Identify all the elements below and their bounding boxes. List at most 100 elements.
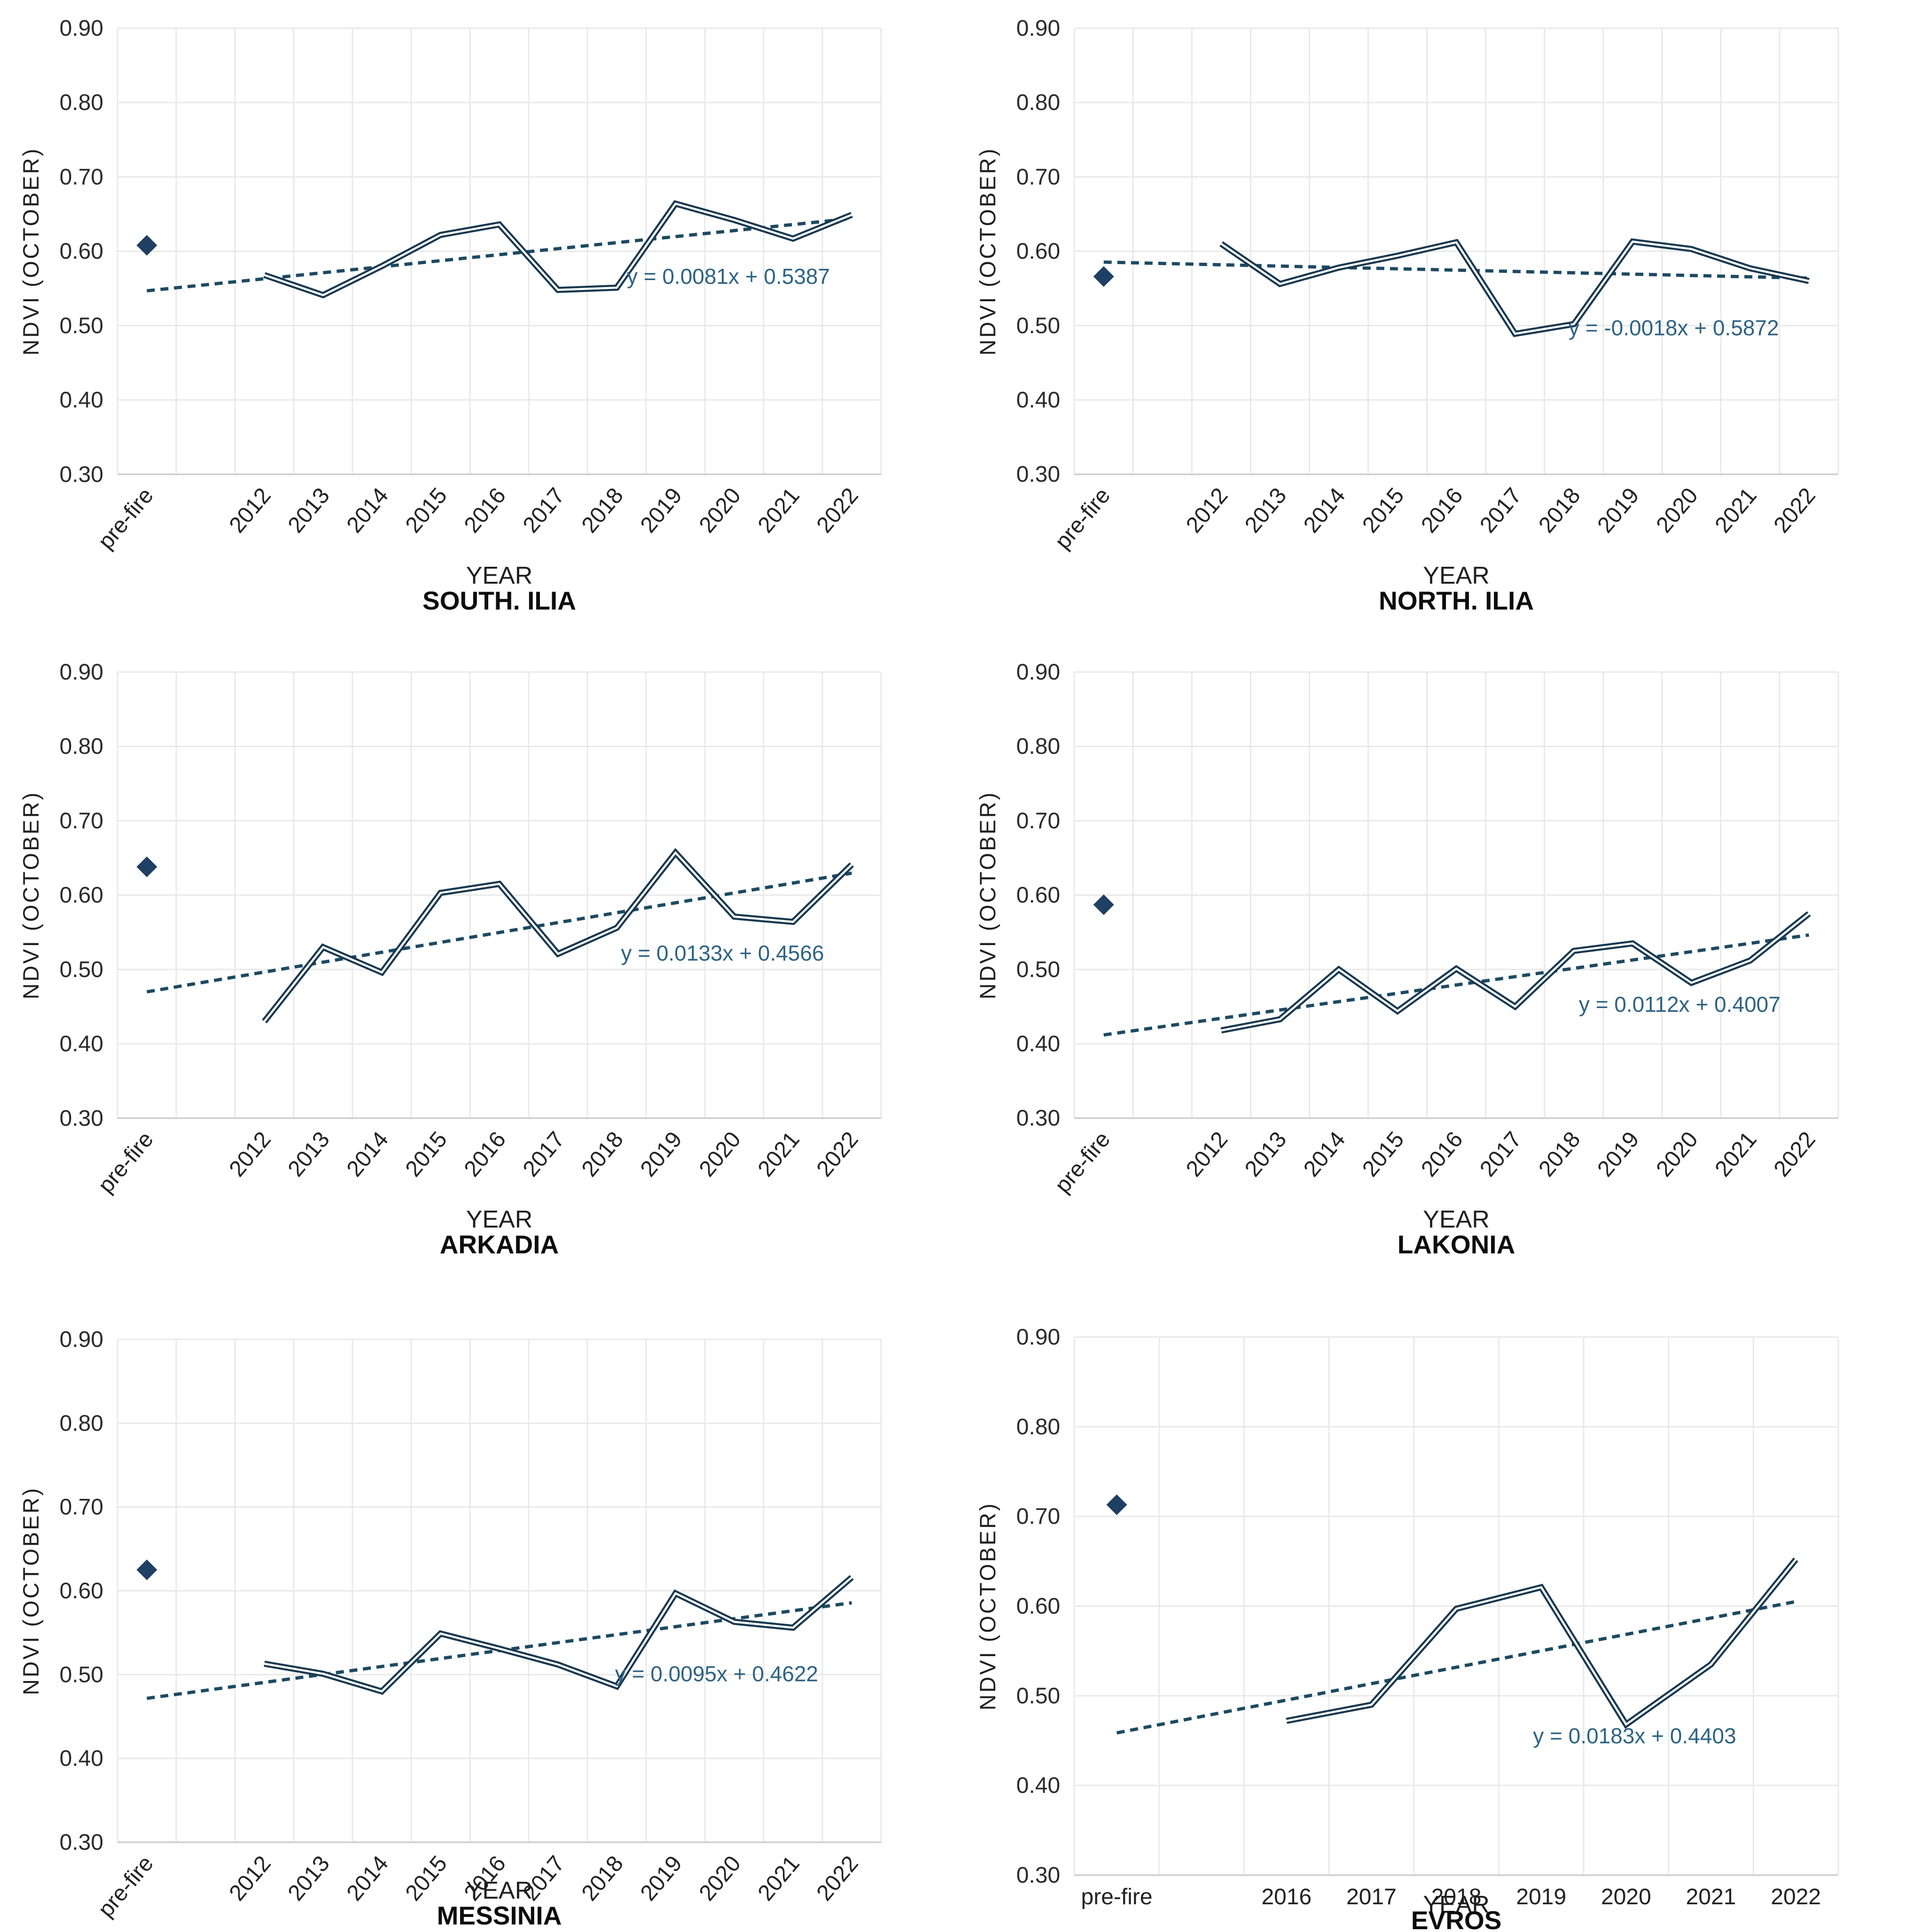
x-tick-label: 2017	[1475, 483, 1526, 538]
x-tick-label: 2021	[753, 1851, 805, 1906]
x-tick-label: 2013	[283, 483, 335, 538]
y-tick-label: 0.80	[60, 90, 103, 115]
x-tick-label: pre-fire	[1050, 1127, 1115, 1197]
chart-title: MESSINIA	[437, 1901, 562, 1930]
y-tick-label: 0.60	[1016, 239, 1060, 264]
y-tick-label: 0.40	[60, 388, 103, 413]
y-tick-label: 0.90	[1016, 1325, 1060, 1350]
x-tick-label: 2019	[636, 483, 687, 538]
y-tick-label: 0.70	[60, 164, 103, 189]
chart-title: LAKONIA	[1398, 1230, 1516, 1259]
x-tick-label: 2022	[1771, 1885, 1821, 1909]
x-tick-label: 2018	[577, 483, 628, 538]
ndvi-series-line	[1286, 1557, 1798, 1729]
x-tick-label: pre-fire	[1050, 483, 1115, 554]
trendline	[146, 871, 852, 993]
x-tick-label: 2016	[1261, 1885, 1312, 1909]
y-tick-label: 0.80	[1016, 90, 1060, 115]
x-tick-label: 2020	[695, 1851, 746, 1906]
y-tick-label: 0.70	[60, 1495, 103, 1520]
y-tick-label: 0.40	[60, 1746, 103, 1771]
trendline-equation-label: y = -0.0018x + 0.5872	[1569, 315, 1779, 340]
ndvi-series-line-inner	[264, 202, 852, 297]
y-tick-label: 0.80	[1016, 734, 1060, 759]
y-axis-title: NDVI (OCTOBER)	[18, 147, 43, 356]
x-tick-label: 2018	[577, 1851, 628, 1906]
x-tick-label: 2018	[577, 1127, 628, 1181]
y-tick-label: 0.60	[60, 1579, 103, 1603]
y-tick-label: 0.40	[60, 1032, 103, 1056]
y-tick-label: 0.30	[1016, 1106, 1060, 1131]
x-tick-label: 2019	[1516, 1885, 1566, 1909]
x-tick-label: 2020	[1601, 1885, 1651, 1909]
x-tick-label: 2022	[812, 1127, 863, 1181]
x-tick-label: 2022	[1769, 483, 1820, 538]
y-tick-label: 0.80	[60, 1411, 103, 1436]
x-tick-label: 2015	[401, 483, 452, 538]
x-tick-label: 2019	[1593, 483, 1644, 538]
chart-title: NORTH. ILIA	[1379, 586, 1534, 615]
y-tick-label: 0.70	[60, 808, 103, 833]
chart-cell-lakonia: 0.90 0.80 0.70 0.60 0.50 0.40 0.30 pre-fire 2012…	[957, 644, 1914, 1288]
x-tick-label: 2018	[1534, 1127, 1585, 1181]
x-tick-label: 2014	[342, 1127, 393, 1181]
trendline-equation-label: y = 0.0112x + 0.4007	[1579, 992, 1781, 1017]
x-tick-label: 2013	[283, 1127, 335, 1181]
y-tick-label: 0.60	[1016, 1594, 1060, 1619]
x-tick-label: 2017	[1475, 1127, 1526, 1181]
x-tick-label: 2022	[812, 483, 863, 538]
pre-fire-diamond-marker	[136, 856, 157, 877]
chart-evros: 0.90 0.80 0.70 0.60 0.50 0.40 0.30 pre-fire 2016…	[975, 1325, 1839, 1932]
x-tick-label: 2022	[1769, 1127, 1820, 1181]
trendline-equation-label: y = 0.0133x + 0.4566	[621, 941, 824, 965]
y-tick-label: 0.50	[1016, 1683, 1060, 1708]
x-tick-label: 2013	[1240, 483, 1291, 538]
pre-fire-diamond-marker	[136, 1559, 157, 1580]
x-tick-label: 2020	[1651, 483, 1703, 538]
x-tick-label: 2021	[1710, 483, 1761, 538]
x-tick-label: 2012	[225, 1851, 276, 1906]
x-axis-title: YEAR	[466, 1206, 533, 1233]
x-tick-label: 2017	[1346, 1885, 1397, 1909]
y-tick-label: 0.50	[60, 1662, 103, 1687]
trendline	[1103, 260, 1809, 280]
x-tick-label: 2016	[460, 483, 511, 538]
y-tick-label: 0.60	[1016, 883, 1060, 908]
y-tick-label: 0.30	[1016, 1863, 1060, 1888]
y-axis-title: NDVI (OCTOBER)	[18, 791, 43, 1000]
x-tick-label: 2014	[1299, 483, 1350, 538]
x-tick-label: 2012	[225, 483, 276, 538]
ndvi-series-line-inner	[1220, 240, 1809, 335]
x-tick-label: 2015	[1358, 483, 1409, 538]
x-tick-label: 2020	[695, 1127, 746, 1181]
chart-cell-north-ilia: 0.90 0.80 0.70 0.60 0.50 0.40 0.30 pre-fire 2012…	[957, 0, 1914, 644]
y-tick-label: 0.60	[60, 883, 103, 908]
x-tick-label: pre-fire	[94, 1851, 158, 1922]
x-axis-title: YEAR	[1423, 1206, 1490, 1233]
y-tick-label: 0.60	[60, 239, 103, 264]
y-tick-label: 0.70	[1016, 808, 1060, 833]
ndvi-series-line-inner	[1286, 1558, 1797, 1726]
pre-fire-diamond-marker	[1093, 894, 1114, 915]
x-tick-label: 2012	[225, 1127, 276, 1181]
x-tick-label: 2015	[1358, 1127, 1409, 1181]
x-tick-label: 2020	[1651, 1127, 1703, 1181]
x-tick-label: 2015	[401, 1127, 452, 1181]
y-tick-label: 0.30	[60, 1106, 103, 1131]
y-axis-title: NDVI (OCTOBER)	[18, 1486, 43, 1695]
x-tick-label: 2018	[1431, 1885, 1482, 1909]
chart-cell-arkadia: 0.90 0.80 0.70 0.60 0.50 0.40 0.30 pre-fire 2012…	[0, 644, 957, 1288]
pre-fire-diamond-marker	[136, 235, 157, 256]
y-tick-label: 0.50	[60, 313, 103, 338]
trendline-equation-label: y = 0.0183x + 0.4403	[1533, 1723, 1736, 1748]
chart-cell-messinia: 0.90 0.80 0.70 0.60 0.50 0.40 0.30 pre-fire 2012…	[0, 1288, 957, 1932]
chart-title: EVROS	[1411, 1906, 1502, 1932]
x-tick-label: pre-fire	[94, 483, 158, 554]
y-tick-label: 0.90	[60, 660, 103, 685]
x-tick-label: 2019	[636, 1851, 687, 1906]
y-tick-label: 0.50	[60, 957, 103, 982]
